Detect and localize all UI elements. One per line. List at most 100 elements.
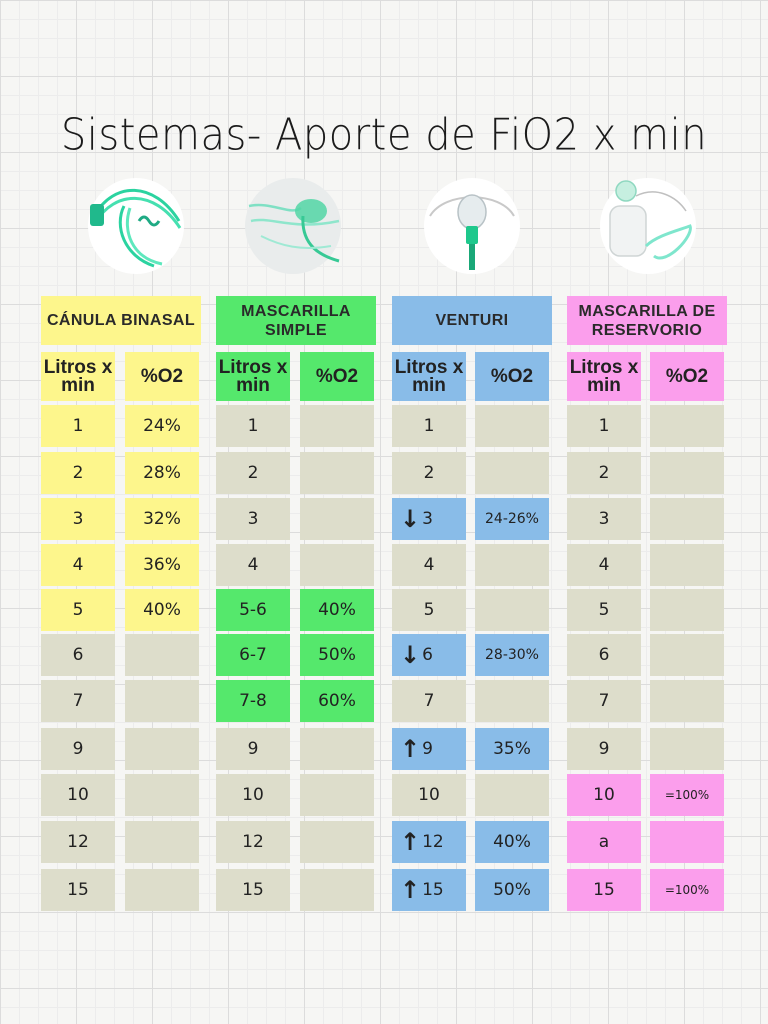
mascarilla-simple-o2-cell bbox=[300, 498, 374, 540]
liters-value: 6 bbox=[422, 645, 433, 665]
venturi-liters-cell: 5 bbox=[392, 589, 466, 631]
mascarilla-reservorio-o2-cell: =100% bbox=[650, 774, 724, 816]
canula-binasal-liters-cell: 15 bbox=[41, 869, 115, 911]
nasal-cannula-image bbox=[84, 176, 188, 276]
canula-binasal-o2-cell bbox=[125, 869, 199, 911]
venturi-o2-cell bbox=[475, 544, 549, 586]
mascarilla-simple-o2-cell bbox=[300, 405, 374, 447]
canula-binasal-o2-cell bbox=[125, 680, 199, 722]
mascarilla-reservorio-col-liters: Litros x min bbox=[567, 352, 641, 401]
venturi-o2-cell: 40% bbox=[475, 821, 549, 863]
canula-binasal-o2-cell: 24% bbox=[125, 405, 199, 447]
mascarilla-simple-o2-cell bbox=[300, 544, 374, 586]
mascarilla-simple-o2-cell bbox=[300, 774, 374, 816]
mascarilla-reservorio-liters-cell: 2 bbox=[567, 452, 641, 494]
canula-binasal-o2-cell bbox=[125, 728, 199, 770]
canula-binasal-o2-cell: 32% bbox=[125, 498, 199, 540]
venturi-col-o2: %O2 bbox=[475, 352, 549, 401]
venturi-liters-cell: ↓ 3 bbox=[392, 498, 466, 540]
mascarilla-simple-liters-cell: 7-8 bbox=[216, 680, 290, 722]
mascarilla-reservorio-o2-cell: =100% bbox=[650, 869, 724, 911]
arrow-up-icon: ↑ bbox=[400, 735, 421, 763]
mascarilla-simple-liters-cell: 6-7 bbox=[216, 634, 290, 676]
mascarilla-simple-liters-cell: 15 bbox=[216, 869, 290, 911]
mascarilla-simple-o2-cell bbox=[300, 452, 374, 494]
page-title: Sistemas- Aporte de FiO2 x min bbox=[60, 109, 708, 161]
arrow-up-icon: ↑ bbox=[400, 828, 421, 856]
venturi-liters-cell: 1 bbox=[392, 405, 466, 447]
mascarilla-reservorio-o2-cell bbox=[650, 634, 724, 676]
mascarilla-simple-liters-cell: 5-6 bbox=[216, 589, 290, 631]
canula-binasal-o2-cell: 28% bbox=[125, 452, 199, 494]
mascarilla-reservorio-liters-cell: 1 bbox=[567, 405, 641, 447]
venturi-o2-cell: 50% bbox=[475, 869, 549, 911]
mascarilla-reservorio-o2-cell bbox=[650, 728, 724, 770]
canula-binasal-liters-cell: 7 bbox=[41, 680, 115, 722]
venturi-o2-cell: 28-30% bbox=[475, 634, 549, 676]
venturi-liters-cell: 4 bbox=[392, 544, 466, 586]
venturi-o2-cell bbox=[475, 680, 549, 722]
mascarilla-simple-o2-cell: 50% bbox=[300, 634, 374, 676]
canula-binasal-liters-cell: 6 bbox=[41, 634, 115, 676]
venturi-mask-image bbox=[420, 176, 524, 276]
arrow-down-icon: ↓ bbox=[400, 505, 421, 533]
venturi-liters-cell: ↓ 6 bbox=[392, 634, 466, 676]
venturi-liters-cell: ↑ 9 bbox=[392, 728, 466, 770]
mascarilla-reservorio-liters-cell: 15 bbox=[567, 869, 641, 911]
mascarilla-reservorio-liters-cell: 9 bbox=[567, 728, 641, 770]
simple-mask-image bbox=[241, 176, 345, 276]
canula-binasal-liters-cell: 10 bbox=[41, 774, 115, 816]
mascarilla-simple-liters-cell: 12 bbox=[216, 821, 290, 863]
canula-binasal-o2-cell bbox=[125, 774, 199, 816]
mascarilla-reservorio-liters-cell: 3 bbox=[567, 498, 641, 540]
canula-binasal-o2-cell bbox=[125, 634, 199, 676]
canula-binasal-o2-cell: 40% bbox=[125, 589, 199, 631]
mascarilla-reservorio-o2-cell bbox=[650, 544, 724, 586]
venturi-o2-cell: 35% bbox=[475, 728, 549, 770]
canula-binasal-liters-cell: 4 bbox=[41, 544, 115, 586]
canula-binasal-o2-cell bbox=[125, 821, 199, 863]
canula-binasal-liters-cell: 3 bbox=[41, 498, 115, 540]
venturi-liters-cell: ↑ 15 bbox=[392, 869, 466, 911]
arrow-down-icon: ↓ bbox=[400, 641, 421, 669]
canula-binasal-liters-cell: 12 bbox=[41, 821, 115, 863]
liters-value: 9 bbox=[422, 739, 433, 759]
mascarilla-reservorio-liters-cell: a bbox=[567, 821, 641, 863]
canula-binasal-col-o2: %O2 bbox=[125, 352, 199, 401]
mascarilla-reservorio-col-o2: %O2 bbox=[650, 352, 724, 401]
mascarilla-simple-liters-cell: 4 bbox=[216, 544, 290, 586]
mascarilla-simple-header: MASCARILLA SIMPLE bbox=[216, 296, 376, 345]
venturi-o2-cell bbox=[475, 774, 549, 816]
reservoir-mask-image bbox=[596, 176, 700, 276]
mascarilla-reservorio-liters-cell: 5 bbox=[567, 589, 641, 631]
venturi-o2-cell bbox=[475, 405, 549, 447]
mascarilla-simple-o2-cell bbox=[300, 821, 374, 863]
mascarilla-reservorio-o2-cell bbox=[650, 405, 724, 447]
venturi-o2-cell bbox=[475, 452, 549, 494]
venturi-liters-cell: 10 bbox=[392, 774, 466, 816]
mascarilla-simple-o2-cell: 40% bbox=[300, 589, 374, 631]
canula-binasal-liters-cell: 9 bbox=[41, 728, 115, 770]
mascarilla-reservorio-header: MASCARILLA DE RESERVORIO bbox=[567, 296, 727, 345]
mascarilla-simple-o2-cell bbox=[300, 728, 374, 770]
liters-value: 3 bbox=[422, 509, 433, 529]
mascarilla-simple-liters-cell: 10 bbox=[216, 774, 290, 816]
venturi-col-liters: Litros x min bbox=[392, 352, 466, 401]
mascarilla-simple-o2-cell bbox=[300, 869, 374, 911]
arrow-up-icon: ↑ bbox=[400, 876, 421, 904]
mascarilla-reservorio-o2-cell bbox=[650, 821, 724, 863]
mascarilla-simple-col-o2: %O2 bbox=[300, 352, 374, 401]
mascarilla-simple-liters-cell: 2 bbox=[216, 452, 290, 494]
venturi-liters-cell: ↑ 12 bbox=[392, 821, 466, 863]
venturi-liters-cell: 7 bbox=[392, 680, 466, 722]
mascarilla-reservorio-o2-cell bbox=[650, 498, 724, 540]
mascarilla-reservorio-liters-cell: 10 bbox=[567, 774, 641, 816]
mascarilla-simple-col-liters: Litros x min bbox=[216, 352, 290, 401]
canula-binasal-liters-cell: 2 bbox=[41, 452, 115, 494]
mascarilla-reservorio-liters-cell: 6 bbox=[567, 634, 641, 676]
liters-value: 12 bbox=[422, 832, 444, 852]
canula-binasal-liters-cell: 1 bbox=[41, 405, 115, 447]
canula-binasal-liters-cell: 5 bbox=[41, 589, 115, 631]
liters-value: 15 bbox=[422, 880, 444, 900]
canula-binasal-header: CÁNULA BINASAL bbox=[41, 296, 201, 345]
